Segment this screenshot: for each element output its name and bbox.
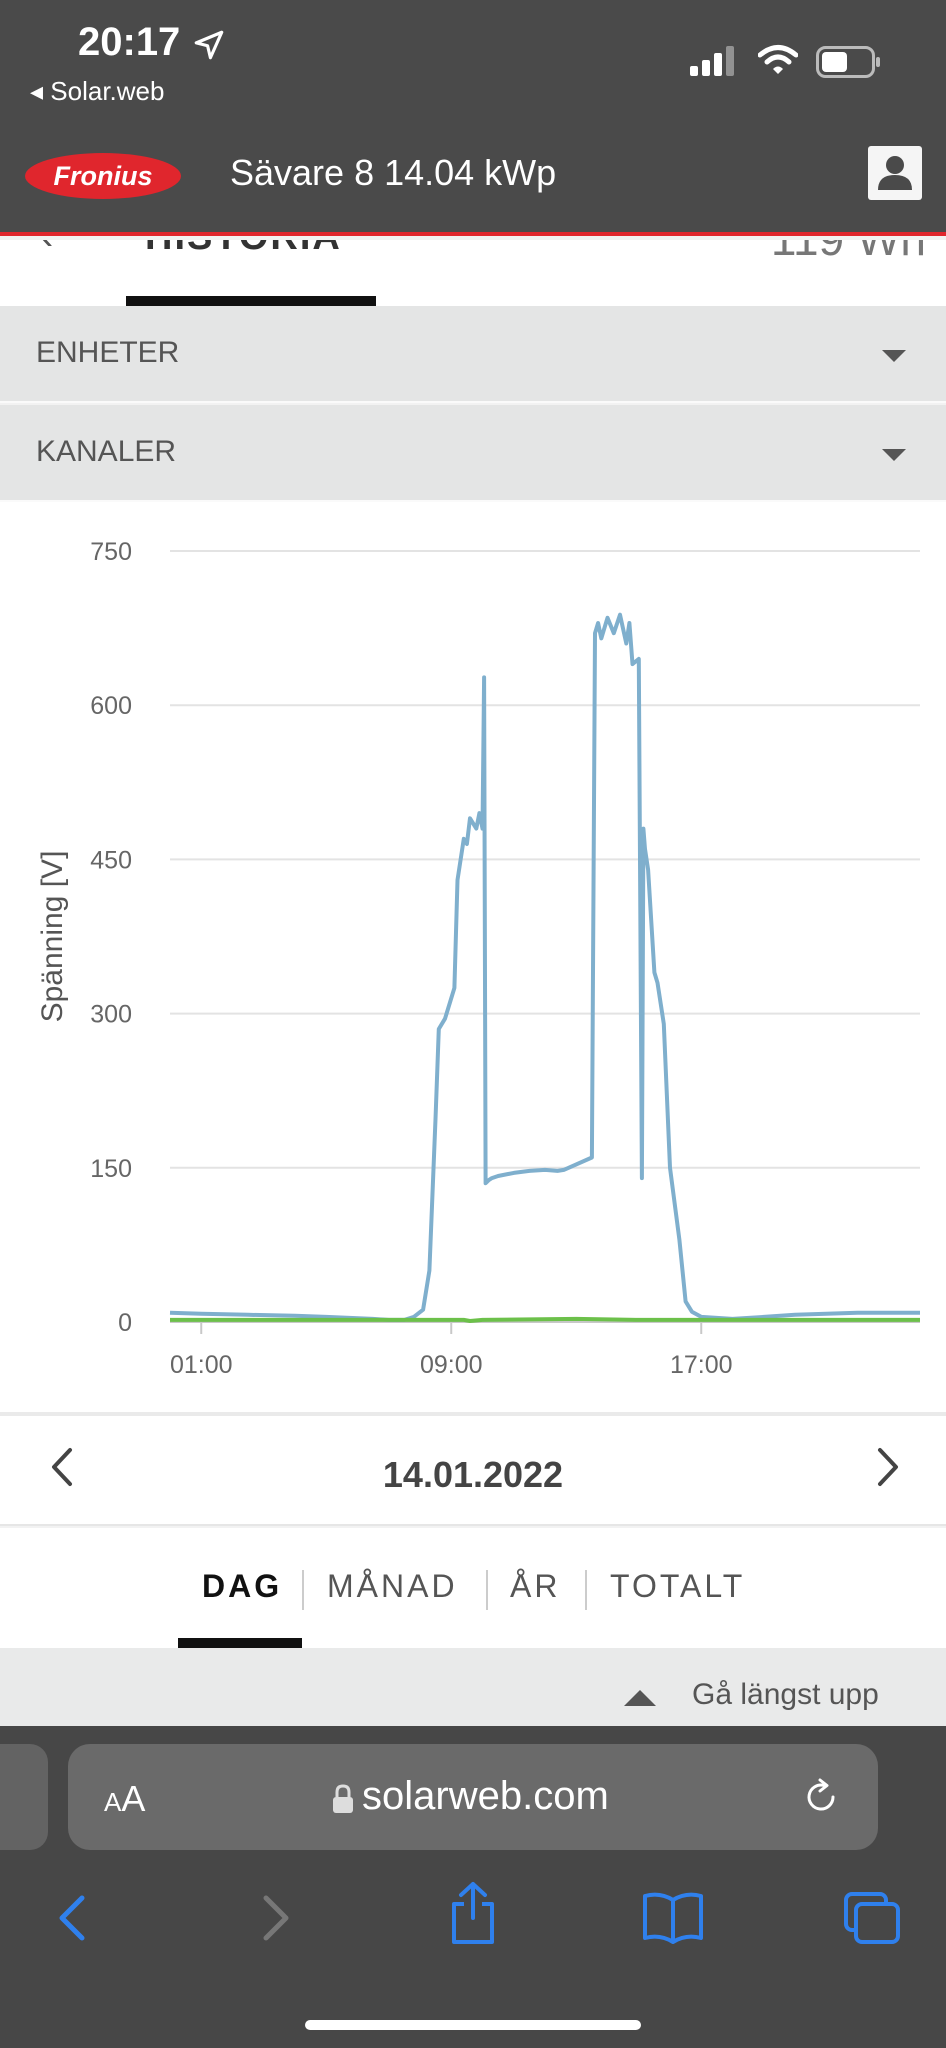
site-title: Sävare 8 14.04 kWp xyxy=(230,152,557,193)
caret-down-icon xyxy=(882,350,906,362)
accordion-kanaler[interactable]: KANALER xyxy=(0,405,946,502)
back-app-label: Solar.web xyxy=(50,76,165,106)
tab-historia[interactable]: HISTORIA xyxy=(145,240,342,259)
x-tick-label: 01:00 xyxy=(170,1351,233,1379)
accordion-label: KANALER xyxy=(36,435,177,468)
forward-icon[interactable] xyxy=(256,1890,296,1946)
active-period-indicator xyxy=(178,1638,302,1648)
y-tick-label: 600 xyxy=(90,692,132,720)
y-tick-label: 0 xyxy=(118,1309,132,1337)
y-tick-label: 300 xyxy=(90,1001,132,1029)
y-tick-label: 450 xyxy=(90,846,132,874)
active-tab-indicator xyxy=(126,296,376,306)
y-tick-label: 150 xyxy=(90,1155,132,1183)
x-tick-label: 17:00 xyxy=(670,1351,733,1379)
wifi-icon xyxy=(758,45,798,74)
tab-ar[interactable]: ÅR xyxy=(510,1568,561,1604)
battery-icon xyxy=(816,46,880,78)
go-to-top-bar: Gå längst upp xyxy=(0,1648,946,1726)
home-indicator xyxy=(305,2020,641,2030)
y-tick-label: 750 xyxy=(90,538,132,566)
series-line-1 xyxy=(169,612,920,1322)
divider xyxy=(0,1412,946,1416)
accordion-label: ENHETER xyxy=(36,336,180,369)
location-arrow-icon xyxy=(194,30,224,60)
tabs-icon[interactable] xyxy=(842,1890,902,1946)
svg-text:Fronius: Fronius xyxy=(54,161,153,191)
tab-totalt[interactable]: TOTALT xyxy=(610,1568,746,1604)
tab-separator xyxy=(585,1570,587,1610)
app-header: Fronius Sävare 8 14.04 kWp xyxy=(0,122,946,236)
go-to-top-link[interactable]: Gå längst upp xyxy=(692,1678,879,1711)
share-icon[interactable] xyxy=(448,1880,498,1946)
previous-day-button[interactable] xyxy=(38,1442,88,1492)
reload-icon[interactable] xyxy=(800,1776,842,1818)
tab-dag[interactable]: DAG xyxy=(202,1568,283,1604)
lock-icon xyxy=(333,1784,353,1813)
voltage-chart: 750 600 450 300 150 0 01:00 09:00 17:00 Spänning … xyxy=(0,502,946,1414)
period-tabs: DAG MÅNAD ÅR TOTALT xyxy=(0,1528,946,1648)
user-profile-button[interactable] xyxy=(868,146,922,200)
reader-settings-button[interactable]: AA xyxy=(104,1778,146,1819)
previous-tab-peek[interactable] xyxy=(0,1744,48,1850)
tab-separator xyxy=(486,1570,488,1610)
back-icon[interactable] xyxy=(52,1890,92,1946)
status-bar: 20:17 ◂ Solar.web xyxy=(0,0,946,122)
caret-down-icon xyxy=(882,449,906,461)
url-text[interactable]: solarweb.com xyxy=(362,1774,609,1818)
chevron-left-icon[interactable]: ‹ xyxy=(40,240,53,259)
y-axis-label: Spänning [V] xyxy=(36,851,69,1023)
fronius-logo[interactable]: Fronius xyxy=(24,152,182,200)
chart-svg: 750 600 450 300 150 0 01:00 09:00 17:00 Spänning … xyxy=(36,538,920,1379)
cellular-signal-icon xyxy=(690,46,734,76)
back-to-app-link[interactable]: ◂ Solar.web xyxy=(30,76,164,107)
user-icon xyxy=(878,156,912,190)
browser-toolbar: AA solarweb.com xyxy=(0,1726,946,2048)
energy-value: 119 Wh xyxy=(771,240,926,266)
section-tab-strip: ‹ HISTORIA 119 Wh xyxy=(0,240,946,306)
accordion-enheter[interactable]: ENHETER xyxy=(0,306,946,403)
date-navigator: 14.01.2022 xyxy=(0,1416,946,1526)
tab-separator xyxy=(302,1570,304,1610)
address-bar[interactable]: AA solarweb.com xyxy=(68,1744,878,1850)
series-line-2 xyxy=(170,1316,920,1323)
next-day-button[interactable] xyxy=(862,1442,912,1492)
selected-date[interactable]: 14.01.2022 xyxy=(382,1454,564,1495)
tab-manad[interactable]: MÅNAD xyxy=(327,1568,458,1604)
bookmarks-icon[interactable] xyxy=(642,1890,704,1946)
x-tick-label: 09:00 xyxy=(420,1351,483,1379)
arrow-up-icon[interactable] xyxy=(624,1690,656,1706)
back-triangle-icon: ◂ xyxy=(30,76,51,106)
clock: 20:17 xyxy=(78,20,181,64)
